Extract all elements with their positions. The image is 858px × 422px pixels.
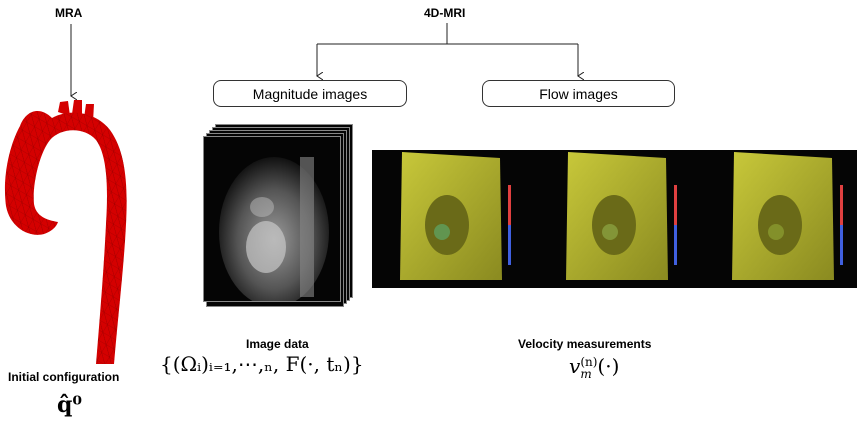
flow-volume-image bbox=[372, 150, 857, 288]
mra-heading: MRA bbox=[55, 6, 83, 20]
image-data-heading: Image data bbox=[246, 337, 309, 351]
flow-images-box: Flow images bbox=[482, 80, 675, 107]
initial-configuration-heading: Initial configuration bbox=[8, 370, 120, 384]
mri-heading: 4D-MRI bbox=[424, 6, 466, 20]
mri-magnitude-stack-image bbox=[201, 124, 361, 307]
magnitude-images-box: Magnitude images bbox=[213, 80, 407, 107]
aorta-mesh-image bbox=[4, 100, 127, 364]
velocity-heading: Velocity measurements bbox=[518, 337, 652, 351]
initial-formula: q̂⁰ bbox=[57, 392, 83, 418]
velocity-arg: (·) bbox=[597, 354, 620, 378]
image-data-formula: {(Ωᵢ)ᵢ₌₁,⋯,ₙ, F(·, tₙ)} bbox=[160, 352, 364, 376]
velocity-sub: m bbox=[580, 366, 592, 381]
velocity-formula: v (n) m (·) bbox=[569, 354, 619, 380]
velocity-base: v bbox=[569, 354, 581, 378]
velocity-sup: (n) bbox=[580, 354, 598, 369]
